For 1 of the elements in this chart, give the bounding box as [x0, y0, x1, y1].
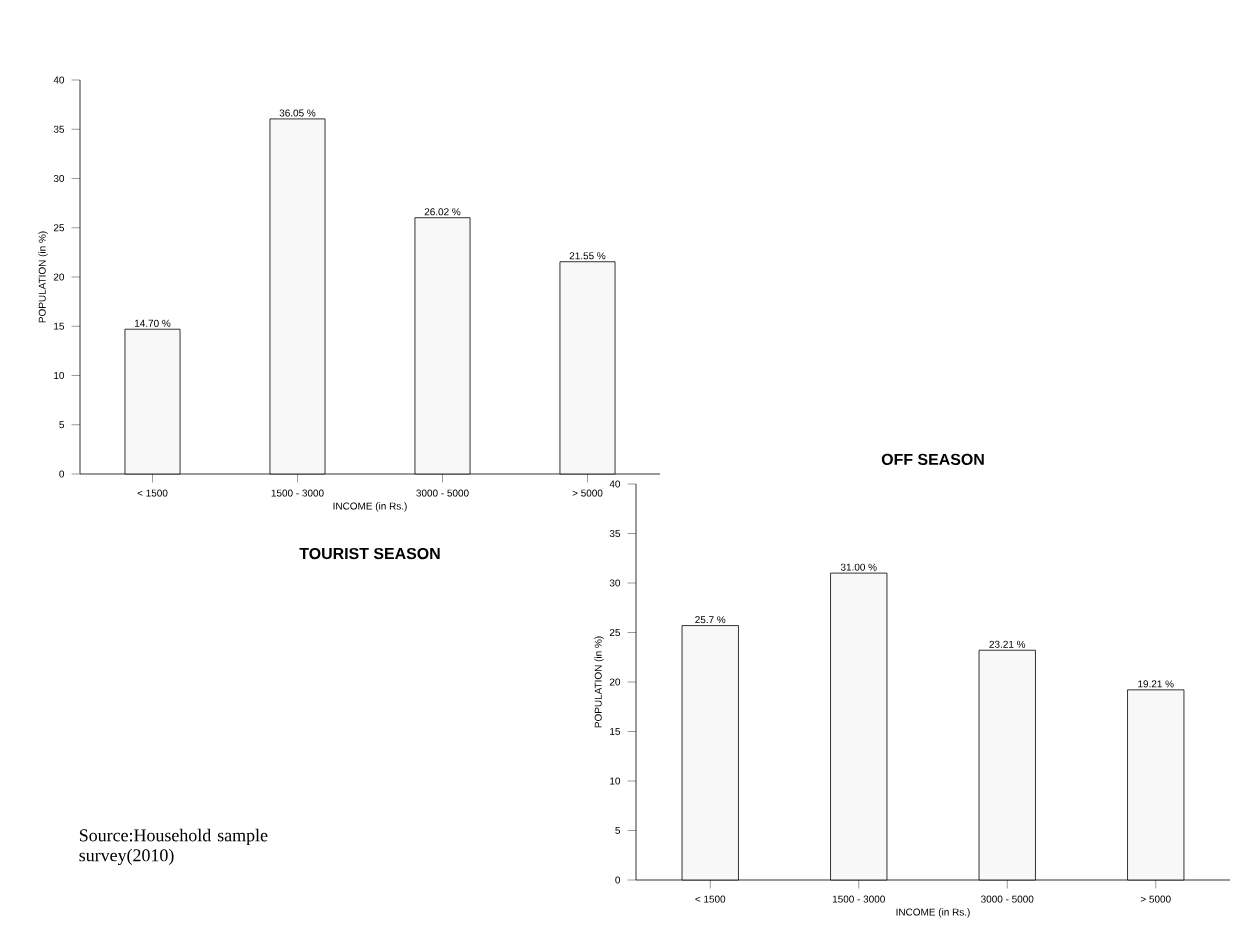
- source-note: Source:Household sample survey(2010): [79, 828, 268, 866]
